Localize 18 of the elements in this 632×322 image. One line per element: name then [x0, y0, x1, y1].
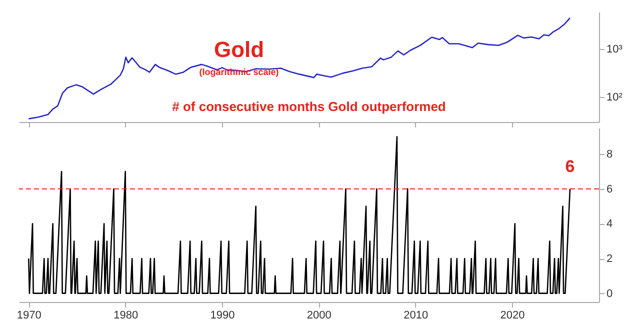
- text: (logarithmic scale): [199, 67, 279, 77]
- y-tick-label: 6: [606, 183, 613, 196]
- y-tick-label: 10³: [606, 44, 623, 56]
- y-tick-label: 2: [606, 253, 613, 265]
- line-series: [28, 17, 571, 120]
- y-tick-label: 10²: [606, 92, 623, 104]
- y-tick-label: 8: [606, 148, 613, 161]
- x-tick-label: 1990: [210, 310, 235, 322]
- x-tick-label: 2020: [500, 310, 525, 322]
- x-tick-label: 1980: [114, 310, 138, 322]
- y-tick-label: 4: [606, 218, 613, 230]
- x-tick-label: 2010: [404, 310, 428, 322]
- chart-title: # of consecutive months Gold outperformed: [172, 99, 446, 114]
- annotation: 6: [565, 156, 575, 176]
- x-tick-label: 1970: [16, 310, 42, 322]
- y-tick-label: 0: [606, 288, 613, 300]
- x-tick-label: 2000: [306, 310, 332, 322]
- text: Gold: [214, 37, 264, 62]
